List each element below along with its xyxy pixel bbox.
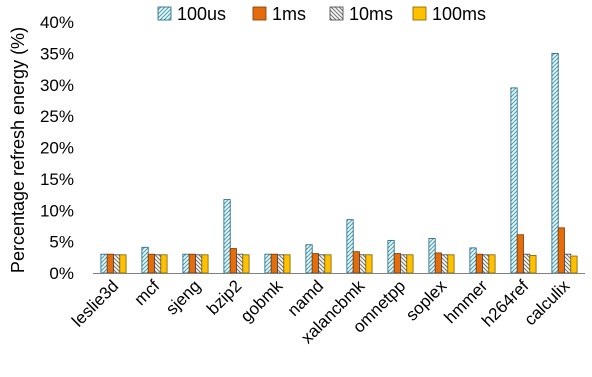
x-tick-label: sjeng <box>162 276 204 318</box>
bar-100us-h264ref <box>510 87 518 274</box>
bar-10ms-h264ref <box>523 253 531 274</box>
bar-1ms-sjeng <box>188 253 196 274</box>
legend-swatch <box>157 6 172 21</box>
y-tick-label: 20% <box>40 139 74 158</box>
legend-item-10ms: 10ms <box>329 4 393 24</box>
y-tick-label: 30% <box>40 76 74 95</box>
bar-10ms-gobmk <box>277 254 285 274</box>
y-tick-label: 0% <box>49 264 74 283</box>
y-tick-label: 5% <box>49 233 74 252</box>
bar-10ms-calculix <box>564 253 572 274</box>
legend-item-1ms: 1ms <box>252 4 306 24</box>
bar-group-sjeng <box>182 253 209 274</box>
y-axis: 0% 5% 10% 15% 20% 25% 30% 35% 40% <box>40 13 74 283</box>
bar-1ms-gobmk <box>270 253 278 274</box>
legend-swatch <box>252 6 267 21</box>
bar-100us-hmmer <box>469 247 477 274</box>
x-axis: leslie3d mcfsjengbzip2gobmknamdxalancbmko… <box>68 273 585 347</box>
bar-100ms-soplex <box>447 254 455 274</box>
bar-100us-namd <box>305 244 313 274</box>
legend-label: 100us <box>177 4 226 24</box>
x-tick-label: leslie3d <box>68 276 122 330</box>
y-tick-label: 35% <box>40 44 74 63</box>
bar-10ms-xalancbmk <box>359 254 367 274</box>
legend-label: 100ms <box>432 4 486 24</box>
bar-1ms-h264ref <box>516 234 524 274</box>
legend-swatch <box>329 6 344 21</box>
bar-1ms-calculix <box>557 227 565 274</box>
bar-1ms-mcf <box>147 253 155 274</box>
bar-1ms-namd <box>311 253 319 274</box>
bar-100us-gobmk <box>264 253 272 274</box>
legend-label: 10ms <box>349 4 393 24</box>
bar-group-mcf <box>141 246 168 274</box>
bar-100us-bzip2 <box>223 199 231 274</box>
bar-1ms-omnetpp <box>393 253 401 274</box>
bar-1ms-bzip2 <box>229 248 237 274</box>
bar-100ms-h264ref <box>529 255 537 274</box>
y-tick-label: 15% <box>40 170 74 189</box>
bar-group-leslie3d <box>100 253 127 274</box>
bar-group-bzip2 <box>223 199 250 274</box>
x-tick-label: h264ref <box>478 276 532 330</box>
bar-1ms-soplex <box>434 252 442 274</box>
legend-label: 1ms <box>272 4 306 24</box>
bar-100us-calculix <box>551 52 559 274</box>
bar-1ms-leslie3d <box>106 253 114 274</box>
bar-100us-sjeng <box>182 253 190 274</box>
bar-100ms-calculix <box>570 255 578 274</box>
bar-group-h264ref <box>510 87 537 274</box>
bar-100us-soplex <box>428 238 436 274</box>
bar-100ms-omnetpp <box>406 254 414 274</box>
bar-10ms-sjeng <box>195 254 203 274</box>
y-axis-title: Percentage refresh energy (%) <box>8 27 28 273</box>
bar-group-namd <box>305 244 332 274</box>
legend-swatch <box>412 6 427 21</box>
bar-100ms-sjeng <box>201 254 209 274</box>
x-tick-label: mcf <box>131 276 164 309</box>
bar-100ms-bzip2 <box>242 254 250 274</box>
bar-10ms-bzip2 <box>236 253 244 274</box>
bars <box>100 52 578 274</box>
bar-1ms-xalancbmk <box>352 251 360 274</box>
bar-group-soplex <box>428 238 455 274</box>
bar-100ms-namd <box>324 254 332 274</box>
bar-1ms-hmmer <box>475 253 483 274</box>
bar-group-hmmer <box>469 247 496 274</box>
bar-10ms-hmmer <box>482 254 490 274</box>
bar-100us-mcf <box>141 246 149 274</box>
bar-100us-xalancbmk <box>346 219 354 274</box>
bar-100us-leslie3d <box>100 253 108 274</box>
x-tick-label: calculix <box>520 276 573 329</box>
bar-100ms-leslie3d <box>119 254 127 274</box>
bar-10ms-omnetpp <box>400 254 408 274</box>
bar-100ms-gobmk <box>283 254 291 274</box>
y-tick-label: 10% <box>40 201 74 220</box>
bar-group-gobmk <box>264 253 291 274</box>
y-tick-label: 25% <box>40 107 74 126</box>
bar-10ms-leslie3d <box>113 254 121 274</box>
bar-100ms-hmmer <box>488 254 496 274</box>
bar-group-calculix <box>551 52 578 274</box>
bar-100ms-mcf <box>160 254 168 274</box>
bar-100ms-xalancbmk <box>365 254 373 274</box>
bar-100us-omnetpp <box>387 239 395 274</box>
bar-group-omnetpp <box>387 239 414 274</box>
legend: 100us 1ms 10ms 100ms <box>157 4 486 24</box>
y-tick-label: 40% <box>40 13 74 32</box>
x-tick-label: gobmk <box>237 276 287 326</box>
bar-10ms-soplex <box>441 254 449 274</box>
bar-group-xalancbmk <box>346 219 373 274</box>
bar-10ms-mcf <box>154 254 162 274</box>
legend-item-100us: 100us <box>157 4 226 24</box>
bar-10ms-namd <box>318 254 326 274</box>
legend-item-100ms: 100ms <box>412 4 486 24</box>
